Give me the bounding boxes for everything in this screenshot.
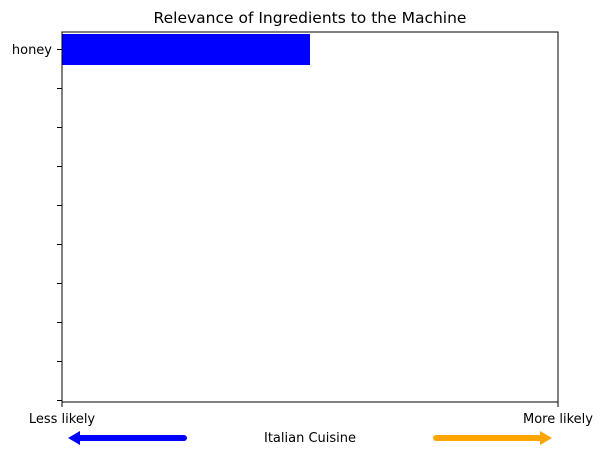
y-tick-label: honey [12,43,52,58]
bars [62,34,310,65]
right-arrow-icon [433,431,552,445]
y-tick-labels: honey [12,43,52,58]
x-axis-label: Italian Cuisine [264,431,356,446]
bar-honey [62,34,310,65]
left-arrow-icon [68,431,187,445]
x-tick-label-right: More likely [523,412,593,427]
chart-title: Relevance of Ingredients to the Machine [154,9,467,27]
x-tick-label-left: Less likely [29,412,96,427]
plot-frame [61,31,559,403]
y-ticks [57,49,62,401]
